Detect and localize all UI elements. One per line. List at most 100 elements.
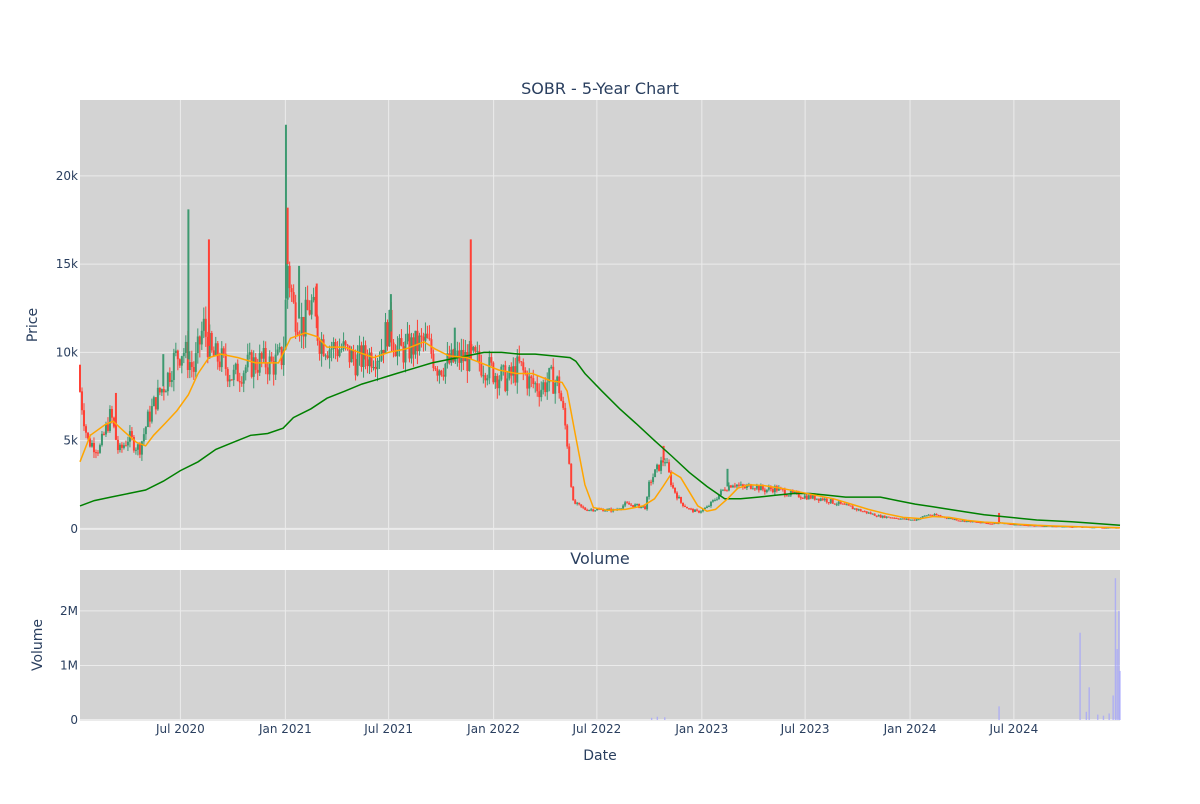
candle-body — [126, 441, 129, 446]
candle-body — [827, 502, 830, 504]
candle-body — [352, 350, 355, 360]
candle-body — [476, 351, 479, 353]
candle-body — [196, 336, 199, 354]
candle-body — [346, 344, 349, 346]
candle-body — [318, 340, 321, 354]
candle-body — [761, 485, 764, 490]
candle-body — [252, 357, 255, 377]
volume-bar — [656, 716, 659, 720]
candle-body — [288, 265, 291, 289]
candle-body — [206, 336, 209, 357]
candle-body — [406, 333, 409, 342]
candle-body — [853, 508, 856, 510]
candle-body — [979, 522, 982, 524]
candle-body — [500, 366, 503, 380]
candle-body — [562, 400, 565, 408]
candle-body — [110, 409, 113, 418]
candle-body — [306, 299, 309, 311]
volume-bars — [650, 578, 1121, 720]
candle-body — [466, 351, 469, 371]
candle-body — [554, 382, 557, 394]
volume-y-gridlines — [80, 570, 1120, 721]
candle-body — [224, 353, 227, 369]
candle-body — [182, 352, 185, 357]
candle-body — [308, 310, 311, 315]
candle-body — [897, 518, 900, 520]
candle-body — [474, 347, 477, 352]
candle-body — [963, 520, 966, 522]
candle-body — [676, 492, 679, 499]
price-x-gridlines — [179, 100, 1015, 550]
candle-body — [370, 352, 373, 368]
candle-body — [388, 309, 391, 347]
volume-y-tick-label: 2M — [60, 604, 78, 618]
candle-body — [640, 506, 643, 508]
candle-body — [536, 383, 539, 392]
candle-body — [975, 521, 978, 523]
candle-body — [905, 518, 908, 520]
candle-body — [682, 502, 685, 506]
candle-body — [218, 361, 221, 368]
candle-body — [578, 502, 581, 505]
candle-body — [140, 441, 143, 455]
candle-body — [526, 373, 529, 389]
candle-body — [624, 502, 627, 506]
candle-body — [248, 352, 251, 355]
candle-body — [765, 489, 768, 493]
candle-body — [462, 349, 465, 362]
candle-body — [1025, 525, 1028, 527]
candle-body — [733, 485, 736, 487]
candle-body — [156, 387, 159, 410]
candle-body — [250, 352, 253, 377]
candle-body — [204, 318, 207, 337]
candle-body — [1029, 525, 1032, 527]
candle-body — [434, 368, 437, 370]
candle-body — [678, 497, 681, 499]
candle-body — [524, 370, 527, 374]
candle-body — [881, 515, 884, 518]
candle-body — [234, 363, 237, 370]
candle-body — [991, 523, 994, 525]
candle-body — [1015, 524, 1018, 526]
candle-body — [701, 509, 704, 512]
candle-body — [292, 292, 295, 303]
candle-body — [232, 369, 235, 381]
candle-body — [574, 500, 577, 504]
candle-body — [933, 514, 936, 516]
candle-body — [586, 509, 589, 511]
candle-body — [270, 356, 273, 362]
candle-body — [829, 499, 832, 503]
candle-body — [266, 367, 269, 375]
candle-body — [685, 506, 688, 509]
candle-body — [486, 378, 489, 381]
candle-body — [695, 509, 698, 511]
candle-body — [630, 504, 633, 506]
candle-body — [705, 506, 708, 509]
candle-body — [604, 510, 607, 512]
candle-body — [260, 353, 263, 359]
candle-body — [534, 383, 537, 385]
candle-body — [757, 485, 760, 491]
price-y-tick-label: 0 — [70, 522, 78, 536]
candle-body — [520, 361, 523, 363]
candle-body — [92, 443, 95, 453]
candle-body — [845, 504, 848, 506]
candle-body — [745, 485, 748, 488]
candle-body — [831, 499, 834, 504]
candle-body — [821, 498, 824, 501]
candle-body — [1045, 526, 1048, 528]
candle-body — [1043, 526, 1046, 528]
candle-body — [648, 481, 651, 497]
candle-body — [496, 375, 499, 389]
candle-body — [588, 509, 591, 511]
candle-body — [735, 484, 738, 487]
candle-body — [212, 350, 215, 356]
candle-body — [939, 515, 942, 517]
candle-body — [699, 511, 702, 513]
volume-bar — [1102, 715, 1105, 720]
volume-bar — [1119, 670, 1121, 720]
candle-body — [472, 347, 475, 351]
candle-body — [763, 489, 766, 493]
candle-body — [348, 345, 351, 363]
candle-body — [522, 362, 525, 371]
